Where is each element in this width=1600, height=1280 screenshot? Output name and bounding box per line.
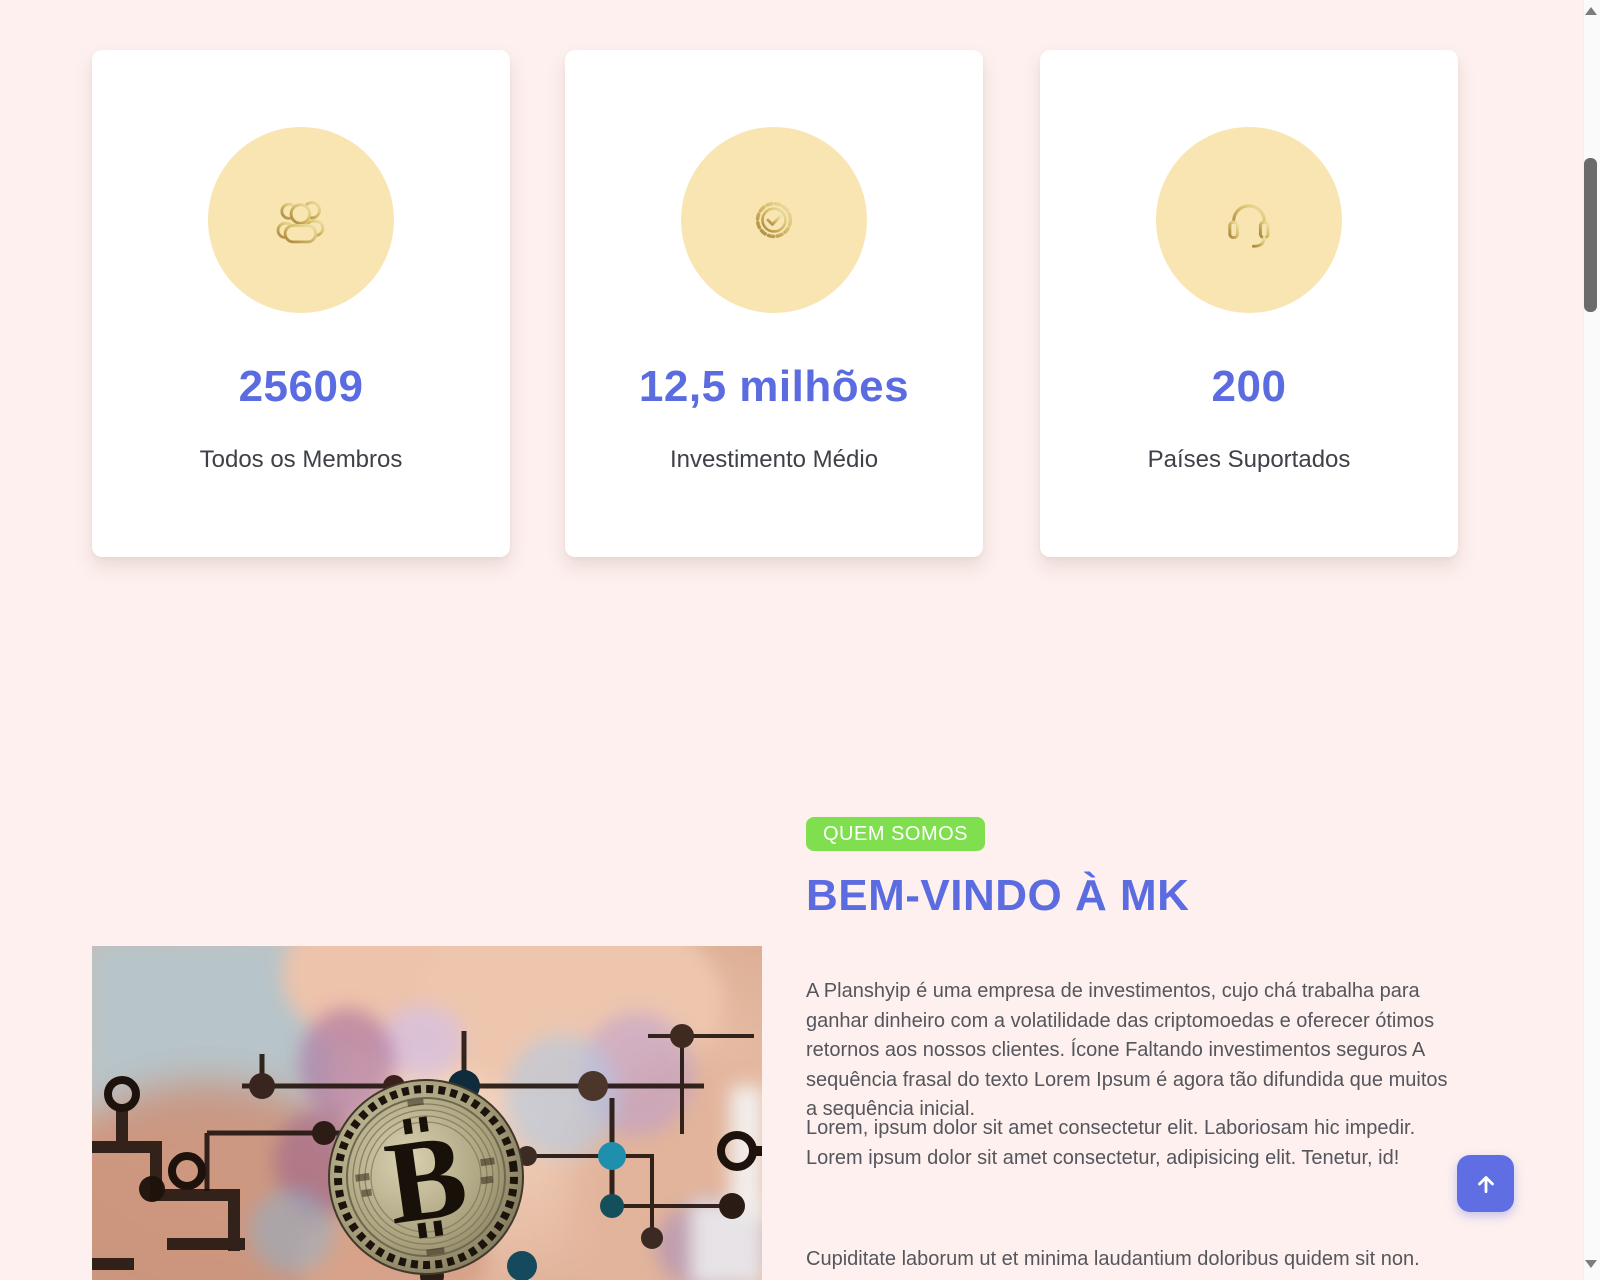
users-icon-circle [208,127,394,313]
section-title: BEM-VINDO À MK [806,871,1190,920]
about-paragraph: A Planshyip é uma empresa de investiment… [806,980,1448,1120]
about-paragraph: Lorem, ipsum dolor sit amet consectetur … [806,1117,1416,1169]
badge-check-icon-circle [681,127,867,313]
stat-card-investment: 12,5 milhões Investimento Médio [565,50,983,557]
scroll-to-top-button[interactable] [1457,1155,1514,1212]
scrollbar-up-arrow-icon[interactable] [1585,7,1597,15]
scrollbar-track[interactable] [1583,0,1600,1280]
stat-label: Países Suportados [1147,446,1351,473]
stat-card-countries: 200 Países Suportados [1040,50,1458,557]
headset-icon-circle [1156,127,1342,313]
svg-text:B: B [378,1109,474,1250]
headset-icon [1228,204,1270,248]
bitcoin-photo-illustration: B [92,946,762,1280]
about-section: QUEM SOMOS BEM-VINDO À MK A Planshyip é … [806,817,1462,1280]
arrow-up-icon [1477,1175,1494,1193]
users-icon [276,201,325,244]
hand-holding-bitcoin-image: B [92,946,762,1280]
stat-value: 25609 [238,362,364,411]
stat-label: Investimento Médio [669,446,879,473]
stat-value: 200 [1211,362,1287,411]
scrollbar-down-arrow-icon[interactable] [1585,1260,1597,1268]
stat-card-members: 25609 Todos os Membros [92,50,510,557]
badge-check-icon [755,201,793,239]
scrollbar-thumb[interactable] [1584,158,1597,312]
stat-label: Todos os Membros [199,446,403,473]
stat-value: 12,5 milhões [638,362,910,411]
about-paragraph: Cupiditate laborum ut et minima laudanti… [806,1248,1420,1270]
section-badge: QUEM SOMOS [806,817,986,851]
